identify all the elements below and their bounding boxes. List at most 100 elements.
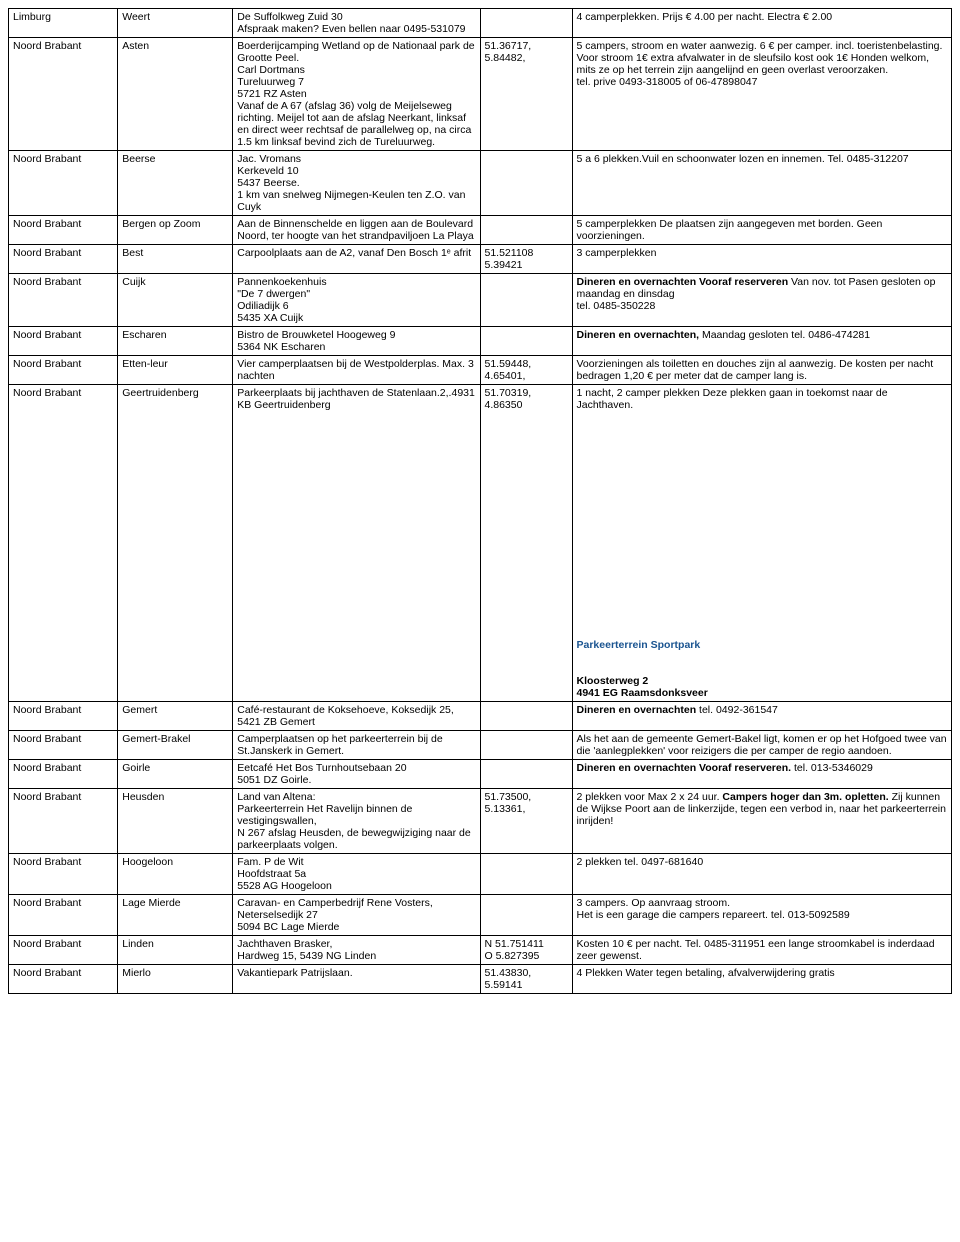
cell-c1: Noord Brabant: [9, 245, 118, 274]
table-row: Noord BrabantMierlo Vakantiepark Patrijs…: [9, 965, 952, 994]
cell-c2: Heusden: [118, 789, 233, 854]
camper-locations-table: LimburgWeertDe Suffolkweg Zuid 30 Afspra…: [8, 8, 952, 994]
cell-c1: Noord Brabant: [9, 216, 118, 245]
table-row: Noord BrabantLage MierdeCaravan- en Camp…: [9, 895, 952, 936]
cell-c2: Weert: [118, 9, 233, 38]
cell-c4: [480, 274, 572, 327]
cell-c5: Dineren en overnachten tel. 0492-361547: [572, 702, 952, 731]
cell-c4: 51.36717, 5.84482,: [480, 38, 572, 151]
cell-c5: 2 plekken voor Max 2 x 24 uur. Campers h…: [572, 789, 952, 854]
cell-c5: 5 a 6 plekken.Vuil en schoonwater lozen …: [572, 151, 952, 216]
cell-c5: 3 campers. Op aanvraag stroom. Het is ee…: [572, 895, 952, 936]
cell-c1: Noord Brabant: [9, 151, 118, 216]
cell-c1: Noord Brabant: [9, 38, 118, 151]
cell-c5: Dineren en overnachten Vooraf reserveren…: [572, 274, 952, 327]
cell-c2: Geertruidenberg: [118, 385, 233, 702]
cell-c5: 4 camperplekken. Prijs € 4.00 per nacht.…: [572, 9, 952, 38]
cell-c2: Gemert-Brakel: [118, 731, 233, 760]
cell-c4: [480, 702, 572, 731]
cell-c4: 51.521108 5.39421: [480, 245, 572, 274]
cell-c4: N 51.751411 O 5.827395: [480, 936, 572, 965]
cell-c3: Eetcafé Het Bos Turnhoutsebaan 20 5051 D…: [233, 760, 480, 789]
table-row: Noord BrabantGeertruidenbergParkeerplaat…: [9, 385, 952, 702]
cell-c1: Noord Brabant: [9, 274, 118, 327]
cell-c5: 5 camperplekken De plaatsen zijn aangege…: [572, 216, 952, 245]
cell-c1: Noord Brabant: [9, 854, 118, 895]
cell-c3: Boerderijcamping Wetland op de Nationaal…: [233, 38, 480, 151]
table-row: Noord BrabantBergen op ZoomAan de Binnen…: [9, 216, 952, 245]
cell-c5: Kosten 10 € per nacht. Tel. 0485-311951 …: [572, 936, 952, 965]
cell-c4: 51.59448, 4.65401,: [480, 356, 572, 385]
cell-c1: Noord Brabant: [9, 356, 118, 385]
cell-c2: Linden: [118, 936, 233, 965]
cell-c1: Noord Brabant: [9, 731, 118, 760]
cell-c1: Noord Brabant: [9, 789, 118, 854]
cell-c4: [480, 327, 572, 356]
cell-c1: Noord Brabant: [9, 895, 118, 936]
cell-c2: Gemert: [118, 702, 233, 731]
cell-c2: Mierlo: [118, 965, 233, 994]
cell-c5: 4 Plekken Water tegen betaling, afvalver…: [572, 965, 952, 994]
cell-c3: Bistro de Brouwketel Hoogeweg 9 5364 NK …: [233, 327, 480, 356]
cell-c2: Hoogeloon: [118, 854, 233, 895]
table-row: Noord BrabantGemert-BrakelCamperplaatsen…: [9, 731, 952, 760]
table-row: Noord BrabantHoogeloon Fam. P de Wit Hoo…: [9, 854, 952, 895]
cell-c3: Parkeerplaats bij jachthaven de Statenla…: [233, 385, 480, 702]
table-row: Noord BrabantAstenBoerderijcamping Wetla…: [9, 38, 952, 151]
cell-c5: 5 campers, stroom en water aanwezig. 6 €…: [572, 38, 952, 151]
cell-c1: Noord Brabant: [9, 760, 118, 789]
cell-c1: Noord Brabant: [9, 936, 118, 965]
cell-c1: Limburg: [9, 9, 118, 38]
cell-c3: Vier camperplaatsen bij de Westpolderpla…: [233, 356, 480, 385]
table-row: Noord BrabantBeerseJac. Vromans Kerkevel…: [9, 151, 952, 216]
cell-c2: Escharen: [118, 327, 233, 356]
cell-c3: Fam. P de Wit Hoofdstraat 5a 5528 AG Hoo…: [233, 854, 480, 895]
cell-c3: Jac. Vromans Kerkeveld 10 5437 Beerse. 1…: [233, 151, 480, 216]
cell-c2: Best: [118, 245, 233, 274]
cell-c5: Als het aan de gemeente Gemert-Bakel lig…: [572, 731, 952, 760]
cell-c4: 51.43830, 5.59141: [480, 965, 572, 994]
cell-c1: Noord Brabant: [9, 702, 118, 731]
cell-c3: Camperplaatsen op het parkeerterrein bij…: [233, 731, 480, 760]
cell-c3: Café-restaurant de Koksehoeve, Koksedijk…: [233, 702, 480, 731]
table-row: Noord BrabantLindenJachthaven Brasker, H…: [9, 936, 952, 965]
cell-c5: 1 nacht, 2 camper plekken Deze plekken g…: [572, 385, 952, 702]
cell-c1: Noord Brabant: [9, 385, 118, 702]
table-row: Noord BrabantEscharenBistro de Brouwkete…: [9, 327, 952, 356]
cell-c3: Jachthaven Brasker, Hardweg 15, 5439 NG …: [233, 936, 480, 965]
cell-c1: Noord Brabant: [9, 965, 118, 994]
cell-c4: [480, 731, 572, 760]
cell-c4: [480, 760, 572, 789]
table-row: Noord BrabantCuijkPannenkoekenhuis "De 7…: [9, 274, 952, 327]
cell-c4: [480, 216, 572, 245]
table-row: Noord BrabantHeusdenLand van Altena: Par…: [9, 789, 952, 854]
table-row: Noord BrabantGemertCafé-restaurant de Ko…: [9, 702, 952, 731]
cell-c2: Cuijk: [118, 274, 233, 327]
cell-c4: [480, 151, 572, 216]
cell-c3: Pannenkoekenhuis "De 7 dwergen" Odiliadi…: [233, 274, 480, 327]
cell-c4: 51.70319, 4.86350: [480, 385, 572, 702]
cell-c5: Dineren en overnachten, Maandag gesloten…: [572, 327, 952, 356]
cell-c5: Dineren en overnachten Vooraf reserveren…: [572, 760, 952, 789]
table-row: Noord BrabantBestCarpoolplaats aan de A2…: [9, 245, 952, 274]
cell-c2: Bergen op Zoom: [118, 216, 233, 245]
cell-c5: Voorzieningen als toiletten en douches z…: [572, 356, 952, 385]
cell-c4: [480, 9, 572, 38]
cell-c2: Asten: [118, 38, 233, 151]
cell-c3: Land van Altena: Parkeerterrein Het Rave…: [233, 789, 480, 854]
table-row: Noord BrabantGoirleEetcafé Het Bos Turnh…: [9, 760, 952, 789]
cell-c2: Goirle: [118, 760, 233, 789]
cell-c4: [480, 854, 572, 895]
cell-c3: Aan de Binnenschelde en liggen aan de Bo…: [233, 216, 480, 245]
cell-c4: 51.73500, 5.13361,: [480, 789, 572, 854]
cell-c2: Etten-leur: [118, 356, 233, 385]
cell-c5: 2 plekken tel. 0497-681640: [572, 854, 952, 895]
table-row: Noord BrabantEtten-leurVier camperplaats…: [9, 356, 952, 385]
cell-c3: Carpoolplaats aan de A2, vanaf Den Bosch…: [233, 245, 480, 274]
table-row: LimburgWeertDe Suffolkweg Zuid 30 Afspra…: [9, 9, 952, 38]
cell-c3: Vakantiepark Patrijslaan.: [233, 965, 480, 994]
cell-c4: [480, 895, 572, 936]
cell-c3: De Suffolkweg Zuid 30 Afspraak maken? Ev…: [233, 9, 480, 38]
cell-c3: Caravan- en Camperbedrijf Rene Vosters, …: [233, 895, 480, 936]
cell-c1: Noord Brabant: [9, 327, 118, 356]
